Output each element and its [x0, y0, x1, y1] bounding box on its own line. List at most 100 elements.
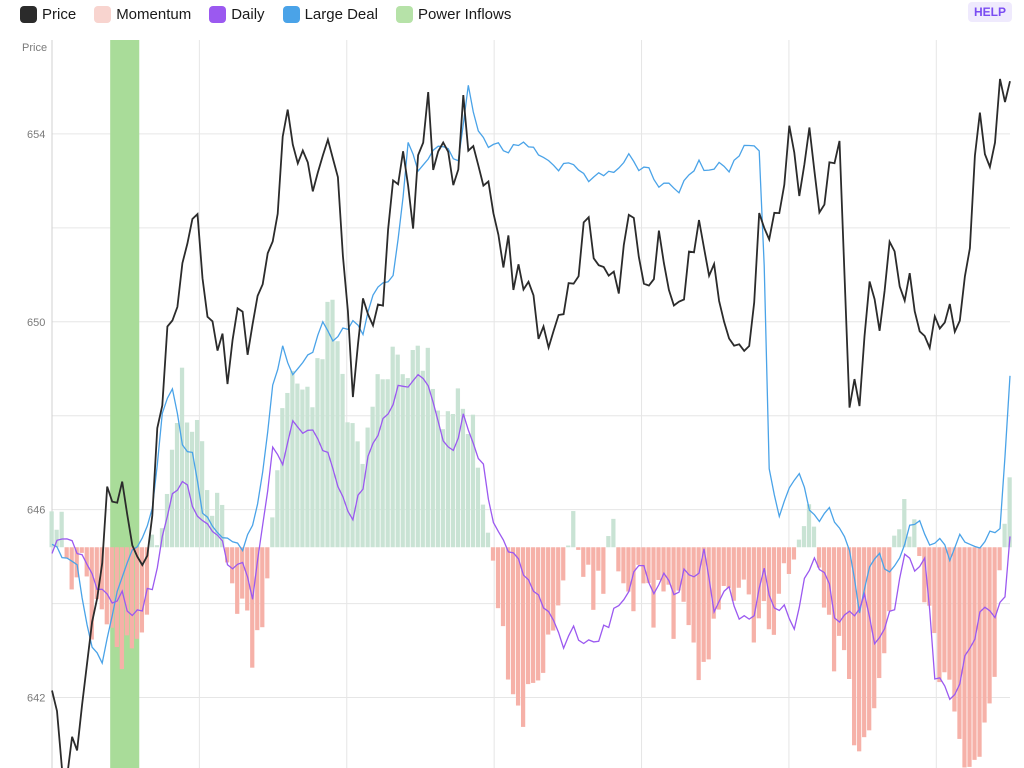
- momentum-bar: [139, 547, 145, 633]
- momentum-bar: [74, 547, 79, 578]
- momentum-bar: [907, 536, 912, 548]
- momentum-bar: [847, 547, 852, 679]
- momentum-bar: [571, 511, 576, 548]
- momentum-bar: [510, 547, 516, 695]
- momentum-bar: [59, 511, 64, 548]
- momentum-bar: [681, 547, 686, 602]
- momentum-bar: [445, 411, 450, 548]
- y-tick-label: 642: [27, 693, 45, 705]
- momentum-bar: [340, 373, 345, 548]
- momentum-bar: [942, 547, 947, 673]
- momentum-bar: [726, 547, 731, 588]
- momentum-bar: [897, 529, 902, 548]
- momentum-bar: [109, 547, 114, 628]
- momentum-bar: [646, 547, 651, 584]
- momentum-bar: [791, 547, 797, 560]
- momentum-bar: [189, 431, 195, 548]
- momentum-bar: [305, 386, 310, 548]
- momentum-bar: [54, 529, 59, 548]
- momentum-bar: [801, 526, 807, 548]
- momentum-bar: [776, 547, 782, 594]
- momentum-bar: [902, 499, 907, 548]
- legend-item-large-deal[interactable]: Large Deal: [282, 5, 378, 23]
- momentum-bar: [460, 408, 466, 548]
- momentum-bar: [711, 547, 716, 619]
- momentum-bar: [551, 547, 556, 631]
- power-inflows-region: [110, 40, 140, 768]
- momentum-bar: [997, 547, 1002, 571]
- momentum-bar: [425, 347, 430, 548]
- help-button[interactable]: HELP: [967, 2, 1012, 22]
- momentum-bar: [199, 441, 205, 548]
- momentum-bar: [967, 547, 972, 767]
- momentum-bar: [867, 547, 872, 731]
- momentum-bar: [686, 547, 691, 626]
- momentum-bar: [957, 547, 962, 739]
- momentum-bar: [124, 547, 129, 636]
- momentum-bar: [992, 547, 997, 677]
- momentum-bar: [741, 547, 746, 580]
- momentum-bar: [781, 547, 787, 564]
- momentum-bar: [415, 345, 420, 548]
- legend-swatch-momentum: [94, 5, 112, 23]
- momentum-bar: [420, 370, 425, 548]
- legend-swatch-daily: [209, 5, 227, 23]
- momentum-bar: [816, 547, 822, 568]
- momentum-bar: [64, 547, 69, 559]
- y-tick-label: 650: [27, 317, 45, 329]
- momentum-bar: [204, 490, 210, 548]
- momentum-bar: [475, 467, 481, 548]
- momentum-bar: [877, 547, 882, 679]
- legend-label-price: Price: [42, 5, 77, 23]
- legend-item-power-inflows[interactable]: Power Inflows: [395, 5, 511, 23]
- momentum-bar: [676, 547, 681, 591]
- momentum-bar: [836, 547, 842, 636]
- legend-item-daily[interactable]: Daily: [209, 5, 265, 23]
- momentum-bar: [89, 547, 94, 640]
- momentum-bar: [69, 547, 74, 590]
- momentum-bar: [375, 374, 380, 548]
- legend-swatch-power-inflows: [395, 5, 413, 23]
- legend-item-momentum[interactable]: Momentum: [94, 5, 191, 23]
- momentum-bar: [275, 470, 280, 548]
- legend-item-price[interactable]: Price: [20, 5, 77, 23]
- momentum-bar: [295, 383, 300, 548]
- momentum-bar: [586, 547, 591, 565]
- momentum-bar: [857, 547, 862, 752]
- momentum-bar: [576, 547, 581, 550]
- momentum-bar: [862, 547, 867, 738]
- momentum-bar: [621, 547, 626, 584]
- momentum-bar: [666, 547, 671, 585]
- momentum-bar: [786, 547, 792, 574]
- momentum-bar: [154, 545, 160, 548]
- momentum-bar: [872, 547, 877, 709]
- chart-grid: [51, 40, 1010, 768]
- momentum-bar: [821, 547, 827, 608]
- momentum-bar: [410, 350, 415, 548]
- momentum-bar: [245, 547, 250, 611]
- momentum-bar: [450, 414, 456, 548]
- momentum-bar: [751, 547, 756, 643]
- momentum-bar: [500, 547, 506, 627]
- momentum-bar: [240, 547, 245, 599]
- momentum-bar: [561, 547, 566, 581]
- momentum-bar: [826, 547, 832, 615]
- momentum-bar: [806, 504, 812, 548]
- momentum-bar: [601, 547, 606, 594]
- momentum-bar: [831, 547, 837, 672]
- momentum-bar: [270, 517, 275, 548]
- momentum-bar: [746, 547, 751, 595]
- momentum-bar: [616, 547, 621, 572]
- momentum-bar: [380, 379, 385, 548]
- chart-legend: Price Momentum Daily Large Deal Power In…: [20, 4, 529, 24]
- momentum-bar: [99, 547, 104, 610]
- momentum-bar: [796, 539, 802, 548]
- momentum-bar: [84, 547, 89, 577]
- momentum-bar: [596, 547, 601, 571]
- momentum-bar: [260, 547, 265, 628]
- momentum-bar: [345, 422, 350, 548]
- momentum-bar: [611, 518, 616, 548]
- momentum-bar: [144, 547, 150, 615]
- momentum-bar: [119, 547, 124, 670]
